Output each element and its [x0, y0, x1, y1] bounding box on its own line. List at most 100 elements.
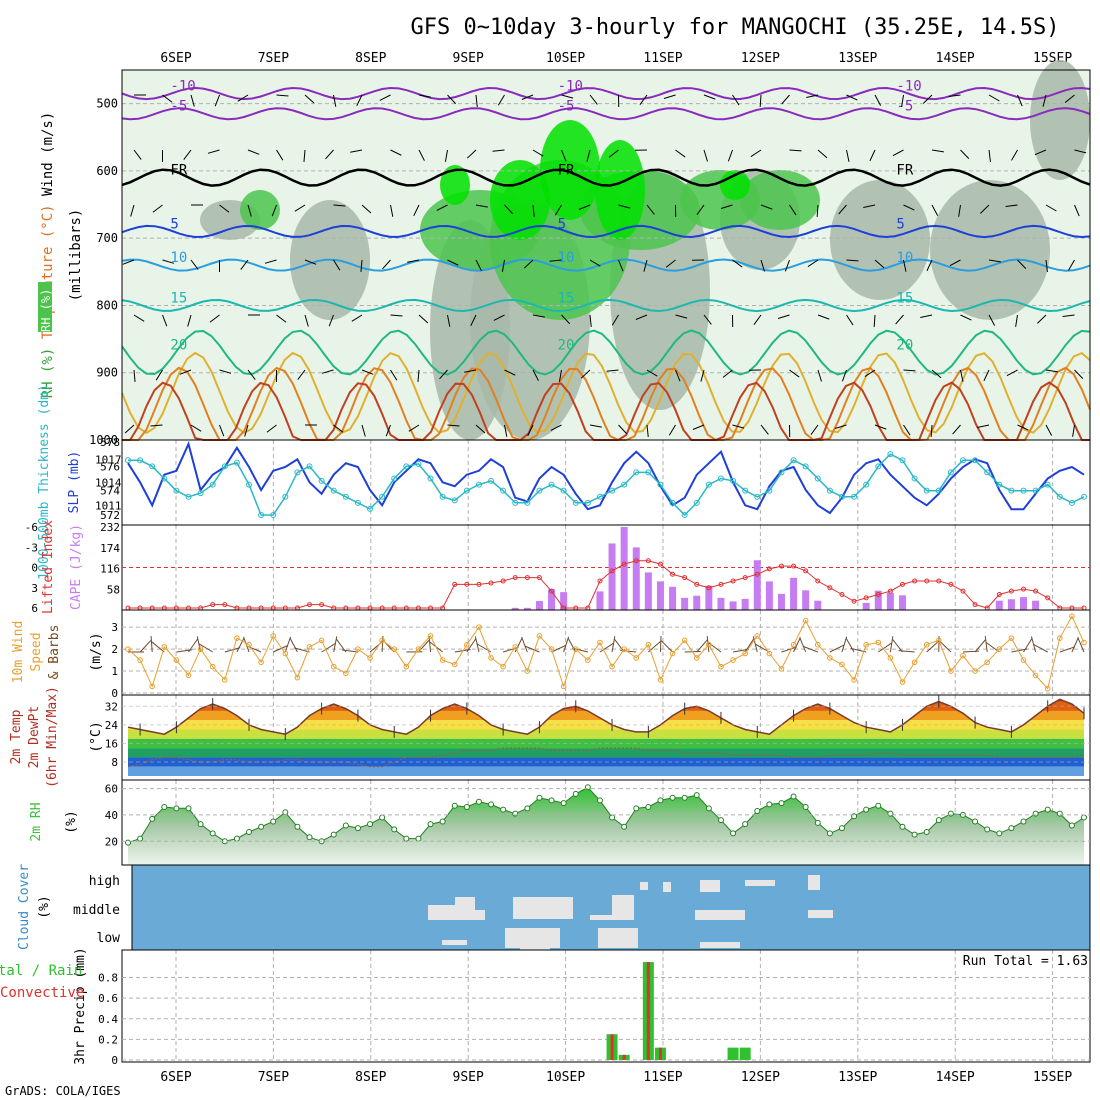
surface-wind-barb	[289, 637, 298, 653]
wind-speed-point	[742, 650, 748, 657]
cloud-unit-label: (%)	[37, 895, 52, 918]
wind-speed-point	[1069, 613, 1075, 619]
cape-bar	[874, 590, 882, 610]
wind-barb	[190, 94, 195, 107]
wind-speed-point	[754, 633, 761, 639]
surface-wind-barb	[466, 638, 477, 653]
wind-speed-point	[706, 641, 712, 648]
slp-tick-label: 1011	[95, 499, 122, 512]
lifted-index-point	[476, 581, 482, 587]
wind-barb	[521, 94, 534, 100]
surface-wind-barb	[1077, 637, 1085, 653]
wind-barb	[873, 314, 876, 328]
thickness-point	[1068, 499, 1075, 506]
temp-ylabel-line: (6hr Min/Max)	[45, 686, 60, 788]
wind-barb	[475, 204, 488, 208]
wind-ylabel-line: 10m Wind	[11, 621, 26, 684]
wind-barb	[1017, 94, 1023, 107]
lifted-index-point	[488, 580, 494, 586]
wind-barb	[789, 149, 802, 152]
wind-barb	[589, 314, 592, 327]
wind-speed-point	[125, 646, 131, 652]
rh2m-point	[645, 804, 652, 811]
wind-barb	[1015, 314, 1018, 327]
run-total-label: Run Total = 1.63	[963, 954, 1088, 969]
wind-barb	[532, 314, 545, 318]
wind-barb	[122, 259, 135, 265]
rh2m-point	[572, 790, 579, 797]
wind-barb	[983, 369, 990, 382]
dewpoint-line	[127, 747, 1085, 768]
wind-speed-point	[935, 637, 942, 644]
wind-barb	[949, 259, 961, 267]
wind-barb	[988, 259, 1001, 263]
top-date-label: 12SEP	[741, 51, 780, 66]
wind-barb	[931, 369, 942, 379]
thickness-point	[258, 512, 265, 518]
cape-bar	[644, 572, 652, 610]
isotherm-label: FR	[170, 163, 187, 179]
thickness-point	[463, 487, 470, 494]
wind-barb	[980, 204, 990, 214]
wind-speed-point	[851, 677, 857, 683]
rh2m-point	[415, 835, 422, 842]
thickness-point	[754, 493, 761, 500]
wind-barb	[328, 314, 334, 327]
wind-barb	[219, 204, 230, 213]
cape-bar	[548, 589, 556, 610]
isotherm-line	[121, 298, 1091, 313]
wind-barb	[806, 94, 819, 98]
cape-bar	[862, 602, 870, 610]
li-ylabel: Lifted Index	[41, 520, 56, 614]
wind-barb	[1072, 424, 1075, 437]
li-tick-label: 6	[31, 602, 38, 615]
bottom-date-label: 6SEP	[160, 1070, 191, 1085]
pressure-tick-label: 900	[96, 366, 118, 380]
thickness-point	[209, 481, 216, 488]
rh2m-point	[875, 802, 882, 809]
wind-barb	[219, 369, 232, 374]
thickness-point	[790, 457, 797, 464]
wind-barb	[190, 259, 199, 270]
pressure-tick-label: 600	[96, 164, 118, 178]
surface-wind-barb	[962, 650, 979, 653]
rh2m-point	[149, 815, 156, 822]
thickness-point	[717, 475, 724, 482]
top-date-label: 10SEP	[546, 51, 585, 66]
wind-barb	[390, 314, 403, 317]
wind-barb	[960, 149, 970, 159]
wind-barb	[356, 94, 363, 107]
thickness-point	[838, 493, 845, 500]
wind-barb	[931, 204, 939, 216]
wind-barb	[155, 369, 163, 381]
precip-legend-total: tal / Rain	[0, 963, 82, 979]
cape-tick-label: 232	[100, 521, 120, 534]
bottom-date-label: 7SEP	[258, 1070, 289, 1085]
thickness-point	[125, 457, 131, 464]
thickness-point	[1044, 481, 1051, 488]
thickness-point	[609, 487, 616, 494]
rh2m-point	[911, 831, 918, 838]
rh2m-point	[379, 814, 386, 821]
wind-barb	[417, 369, 420, 382]
precip-ylabel: 3hr Precip (mm)	[73, 947, 88, 1064]
wind-barb	[589, 94, 598, 105]
wind-barb	[1006, 369, 1018, 377]
lifted-index-point	[754, 571, 760, 577]
lifted-index-point	[597, 578, 603, 584]
wind-barb	[618, 204, 631, 209]
isotherm-line	[121, 107, 1091, 121]
thickness-point	[947, 469, 954, 476]
isotherm-label: -5	[170, 99, 187, 115]
cape-bar	[814, 600, 822, 610]
surface-wind-barb	[845, 637, 855, 653]
wind-barb	[271, 204, 277, 217]
wind-barb	[447, 94, 457, 105]
cape-bar	[729, 601, 737, 610]
thickness-point	[935, 487, 942, 494]
wind-barb	[675, 314, 688, 319]
wind-speed-point	[633, 655, 640, 661]
thickness-point	[379, 493, 386, 500]
thickness-point	[984, 469, 991, 476]
cloud-level-label: high	[89, 874, 120, 889]
